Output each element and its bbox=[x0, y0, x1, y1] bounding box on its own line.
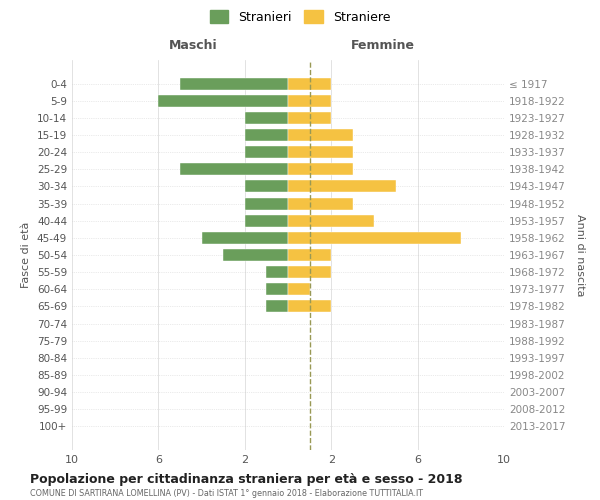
Text: Popolazione per cittadinanza straniera per età e sesso - 2018: Popolazione per cittadinanza straniera p… bbox=[30, 472, 463, 486]
Bar bbox=[202, 232, 288, 244]
Bar bbox=[288, 266, 331, 278]
Bar bbox=[288, 232, 461, 244]
Bar bbox=[245, 112, 288, 124]
Bar bbox=[223, 249, 288, 261]
Y-axis label: Fasce di età: Fasce di età bbox=[22, 222, 31, 288]
Bar bbox=[288, 300, 331, 312]
Text: Maschi: Maschi bbox=[169, 39, 217, 52]
Bar bbox=[266, 284, 288, 296]
Bar bbox=[245, 198, 288, 209]
Bar bbox=[180, 164, 288, 175]
Bar bbox=[288, 164, 353, 175]
Bar bbox=[288, 95, 331, 107]
Bar bbox=[288, 78, 331, 90]
Text: Femmine: Femmine bbox=[351, 39, 415, 52]
Legend: Stranieri, Straniere: Stranieri, Straniere bbox=[206, 6, 394, 28]
Bar bbox=[266, 266, 288, 278]
Bar bbox=[288, 146, 353, 158]
Bar bbox=[288, 249, 331, 261]
Y-axis label: Anni di nascita: Anni di nascita bbox=[575, 214, 585, 296]
Bar bbox=[288, 284, 310, 296]
Bar bbox=[288, 129, 353, 141]
Bar bbox=[288, 180, 396, 192]
Bar bbox=[245, 180, 288, 192]
Bar bbox=[180, 78, 288, 90]
Bar bbox=[288, 214, 374, 226]
Bar bbox=[158, 95, 288, 107]
Bar bbox=[245, 214, 288, 226]
Bar bbox=[288, 198, 353, 209]
Bar bbox=[288, 112, 331, 124]
Bar bbox=[266, 300, 288, 312]
Text: COMUNE DI SARTIRANA LOMELLINA (PV) - Dati ISTAT 1° gennaio 2018 - Elaborazione T: COMUNE DI SARTIRANA LOMELLINA (PV) - Dat… bbox=[30, 489, 423, 498]
Bar bbox=[245, 129, 288, 141]
Bar bbox=[245, 146, 288, 158]
